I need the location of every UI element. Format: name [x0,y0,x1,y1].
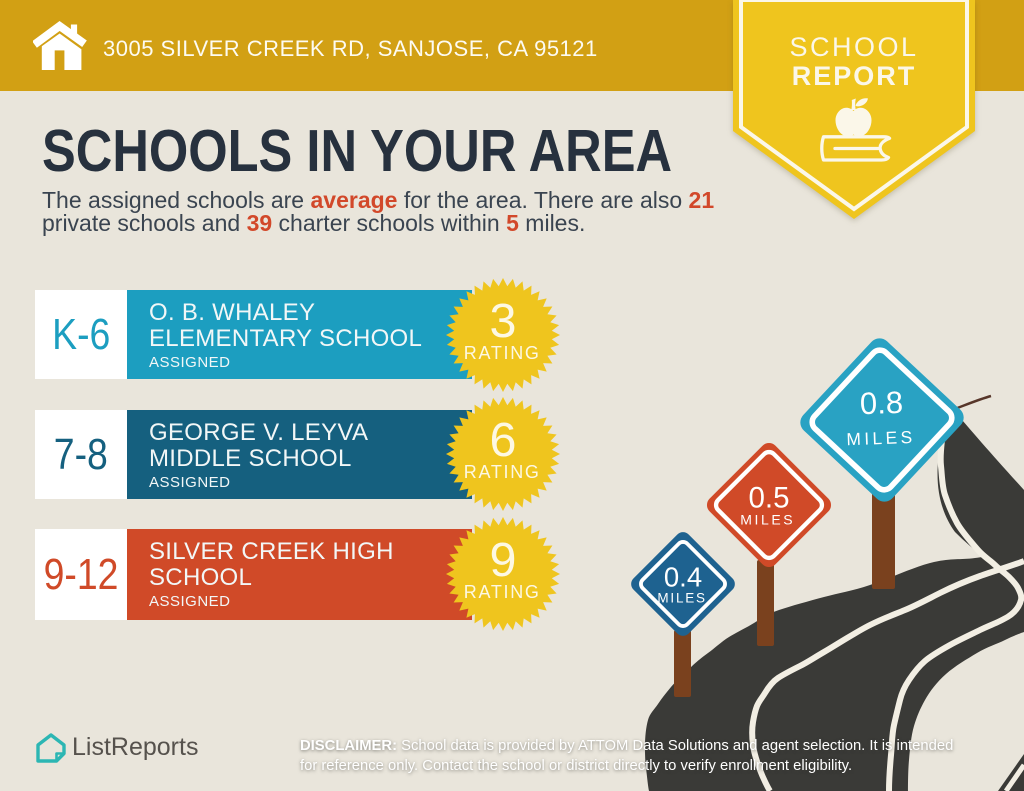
svg-text:9: 9 [490,533,517,587]
svg-text:6: 6 [490,413,517,467]
svg-text:MILES: MILES [657,591,707,606]
svg-text:SCHOOL: SCHOOL [789,32,918,62]
svg-text:MILES: MILES [740,512,795,528]
svg-text:0.8: 0.8 [859,385,903,421]
svg-text:RATING: RATING [464,343,541,363]
svg-text:MILES: MILES [846,427,916,449]
svg-text:REPORT: REPORT [792,61,917,91]
svg-text:RATING: RATING [464,462,541,482]
svg-text:RATING: RATING [464,582,541,602]
svg-text:0.4: 0.4 [664,562,702,593]
svg-text:0.5: 0.5 [748,482,789,515]
svg-text:3: 3 [490,294,517,348]
